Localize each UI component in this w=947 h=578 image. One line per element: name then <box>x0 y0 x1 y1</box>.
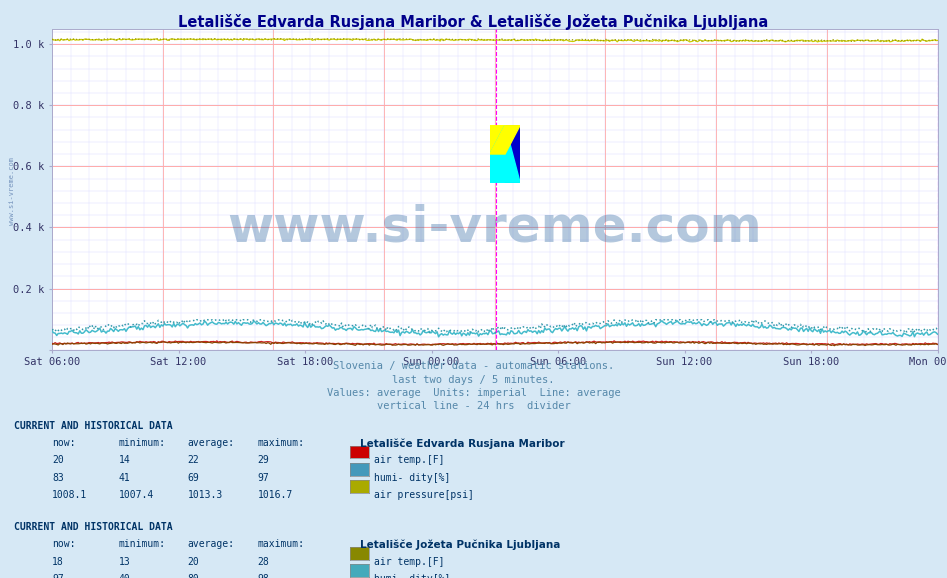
Text: 1008.1: 1008.1 <box>52 490 87 500</box>
Text: maximum:: maximum: <box>258 539 305 549</box>
Text: 1013.3: 1013.3 <box>188 490 223 500</box>
Text: 69: 69 <box>188 473 199 483</box>
Text: Letališče Edvarda Rusjana Maribor: Letališče Edvarda Rusjana Maribor <box>360 438 564 449</box>
Text: 1007.4: 1007.4 <box>118 490 153 500</box>
Text: CURRENT AND HISTORICAL DATA: CURRENT AND HISTORICAL DATA <box>14 522 173 532</box>
Text: CURRENT AND HISTORICAL DATA: CURRENT AND HISTORICAL DATA <box>14 421 173 431</box>
Text: now:: now: <box>52 438 76 448</box>
Polygon shape <box>490 125 505 154</box>
Text: 20: 20 <box>188 557 199 566</box>
Text: www.si-vreme.com: www.si-vreme.com <box>9 157 15 225</box>
Text: minimum:: minimum: <box>118 438 166 448</box>
Text: air temp.[F]: air temp.[F] <box>374 455 444 465</box>
Text: 83: 83 <box>52 473 63 483</box>
Text: Letališče Edvarda Rusjana Maribor & Letališče Jožeta Pučnika Ljubljana: Letališče Edvarda Rusjana Maribor & Leta… <box>178 14 769 31</box>
Text: 40: 40 <box>118 574 130 578</box>
Text: last two days / 5 minutes.: last two days / 5 minutes. <box>392 375 555 384</box>
Text: 29: 29 <box>258 455 269 465</box>
Text: 18: 18 <box>52 557 63 566</box>
Text: minimum:: minimum: <box>118 539 166 549</box>
Text: Letališče Jožeta Pučnika Ljubljana: Letališče Jožeta Pučnika Ljubljana <box>360 539 561 550</box>
Text: 41: 41 <box>118 473 130 483</box>
Text: average:: average: <box>188 438 235 448</box>
Text: now:: now: <box>52 539 76 549</box>
Text: average:: average: <box>188 539 235 549</box>
Text: 13: 13 <box>118 557 130 566</box>
Text: 14: 14 <box>118 455 130 465</box>
Polygon shape <box>490 125 520 154</box>
Text: Slovenia / weather data - automatic stations.: Slovenia / weather data - automatic stat… <box>333 361 614 371</box>
Text: air temp.[F]: air temp.[F] <box>374 557 444 566</box>
Text: humi- dity[%]: humi- dity[%] <box>374 473 451 483</box>
Polygon shape <box>490 125 520 183</box>
Text: 97: 97 <box>258 473 269 483</box>
Text: 20: 20 <box>52 455 63 465</box>
Text: 80: 80 <box>188 574 199 578</box>
Text: 97: 97 <box>52 574 63 578</box>
Text: 28: 28 <box>258 557 269 566</box>
Text: humi- dity[%]: humi- dity[%] <box>374 574 451 578</box>
Text: 98: 98 <box>258 574 269 578</box>
Text: Values: average  Units: imperial  Line: average: Values: average Units: imperial Line: av… <box>327 388 620 398</box>
Text: 22: 22 <box>188 455 199 465</box>
Text: 1016.7: 1016.7 <box>258 490 293 500</box>
Text: vertical line - 24 hrs  divider: vertical line - 24 hrs divider <box>377 401 570 411</box>
Text: maximum:: maximum: <box>258 438 305 448</box>
Text: air pressure[psi]: air pressure[psi] <box>374 490 474 500</box>
Text: www.si-vreme.com: www.si-vreme.com <box>227 204 762 252</box>
Polygon shape <box>505 125 520 183</box>
